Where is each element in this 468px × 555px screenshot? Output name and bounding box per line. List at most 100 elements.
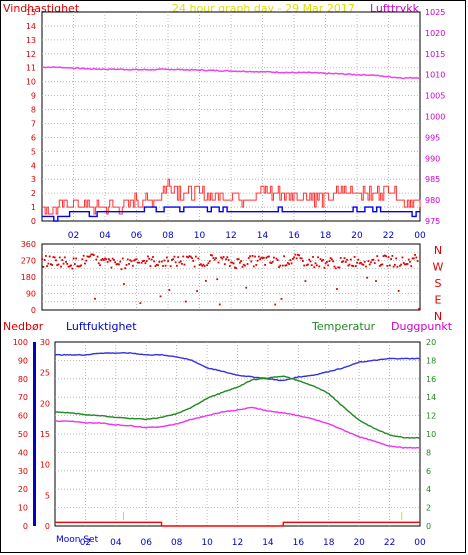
direction-point <box>207 262 210 265</box>
direction-point <box>376 255 379 258</box>
direction-point <box>181 262 183 265</box>
direction-point <box>400 263 403 266</box>
direction-point <box>329 257 332 260</box>
temperature-tick-label: 20 <box>426 338 436 347</box>
compass-label: N <box>434 310 442 323</box>
x-tick-label: 10 <box>194 231 206 241</box>
direction-point <box>111 257 114 260</box>
direction-point <box>199 263 202 266</box>
direction-point <box>324 262 327 265</box>
x-tick-label: 04 <box>99 231 111 241</box>
direction-point <box>299 257 302 260</box>
direction-point <box>82 254 85 257</box>
x-tick-label: 00 <box>414 538 426 548</box>
rain-tick-label: 15 <box>40 430 50 439</box>
direction-point <box>153 260 156 263</box>
direction-point <box>232 262 235 265</box>
direction-point <box>352 265 355 267</box>
direction-point <box>162 265 164 267</box>
humidity-tick-label: 30 <box>18 467 28 476</box>
x-tick-label: 22 <box>383 231 394 241</box>
direction-point <box>186 255 188 258</box>
wind-tick-label: 3 <box>31 175 36 184</box>
direction-point <box>244 264 246 267</box>
direction-point <box>388 264 391 267</box>
direction-point <box>367 260 370 262</box>
direction-point <box>394 263 396 266</box>
direction-point <box>205 279 207 282</box>
direction-point <box>310 264 313 267</box>
direction-point <box>223 263 226 266</box>
wind-tick-label: 13 <box>26 36 36 45</box>
pressure-tick-label: 1020 <box>425 29 445 38</box>
direction-point <box>208 260 211 263</box>
direction-point <box>192 260 195 262</box>
direction-point <box>304 280 307 282</box>
direction-point <box>250 260 253 263</box>
direction-point <box>328 260 331 263</box>
x-tick-label: 00 <box>414 231 426 241</box>
humidity-tick-label: 90 <box>18 356 28 365</box>
direction-point <box>53 256 56 259</box>
direction-point <box>125 264 128 266</box>
direction-point <box>404 263 406 266</box>
direction-point <box>331 258 333 261</box>
direction-point <box>373 262 376 264</box>
direction-point <box>239 261 241 264</box>
direction-point <box>148 257 151 260</box>
direction-point <box>126 258 129 261</box>
direction-point <box>271 260 274 263</box>
direction-point <box>257 255 260 258</box>
direction-point <box>120 268 123 271</box>
direction-point <box>361 263 364 266</box>
direction-point <box>356 261 358 264</box>
direction-point <box>412 257 415 260</box>
direction-point <box>48 255 51 258</box>
direction-point <box>264 263 267 266</box>
direction-point <box>281 264 284 267</box>
direction-point <box>354 265 357 267</box>
wind-tick-label: 4 <box>31 161 36 170</box>
direction-point <box>135 258 138 261</box>
direction-point <box>293 256 295 259</box>
humidity-tick-label: 100 <box>13 338 28 347</box>
direction-point <box>279 264 282 267</box>
direction-point <box>75 257 78 260</box>
direction-point <box>51 264 54 266</box>
direction-point <box>280 297 283 300</box>
direction-point <box>339 257 342 259</box>
temperature-tick-label: 12 <box>426 412 436 421</box>
x-tick-label: 20 <box>351 231 363 241</box>
direction-point <box>61 259 64 261</box>
direction-point <box>380 263 382 266</box>
direction-point <box>303 264 306 267</box>
direction-point <box>152 256 154 258</box>
direction-point <box>170 258 173 261</box>
direction-point <box>351 264 353 267</box>
direction-point <box>106 261 109 263</box>
wind-tick-label: 6 <box>31 133 36 142</box>
direction-point <box>338 266 341 269</box>
direction-point <box>283 255 285 258</box>
direction-point <box>349 258 352 261</box>
x-tick-label: 12 <box>232 538 243 548</box>
direction-point <box>363 260 366 263</box>
direction-point <box>368 263 371 266</box>
direction-point <box>309 260 312 263</box>
direction-point <box>193 265 196 268</box>
direction-point <box>410 265 413 268</box>
direction-point <box>265 256 268 259</box>
direction-point <box>89 255 91 258</box>
direction-point <box>85 259 88 262</box>
direction-point <box>47 262 50 265</box>
humidity-scale-bar <box>33 342 36 526</box>
direction-tick-label: 270 <box>21 257 36 266</box>
x-tick-label: 02 <box>80 538 91 548</box>
direction-point <box>308 258 311 261</box>
direction-point <box>160 260 163 263</box>
direction-point <box>119 260 122 263</box>
direction-point <box>63 256 66 259</box>
direction-point <box>251 254 254 257</box>
direction-point <box>182 255 185 258</box>
